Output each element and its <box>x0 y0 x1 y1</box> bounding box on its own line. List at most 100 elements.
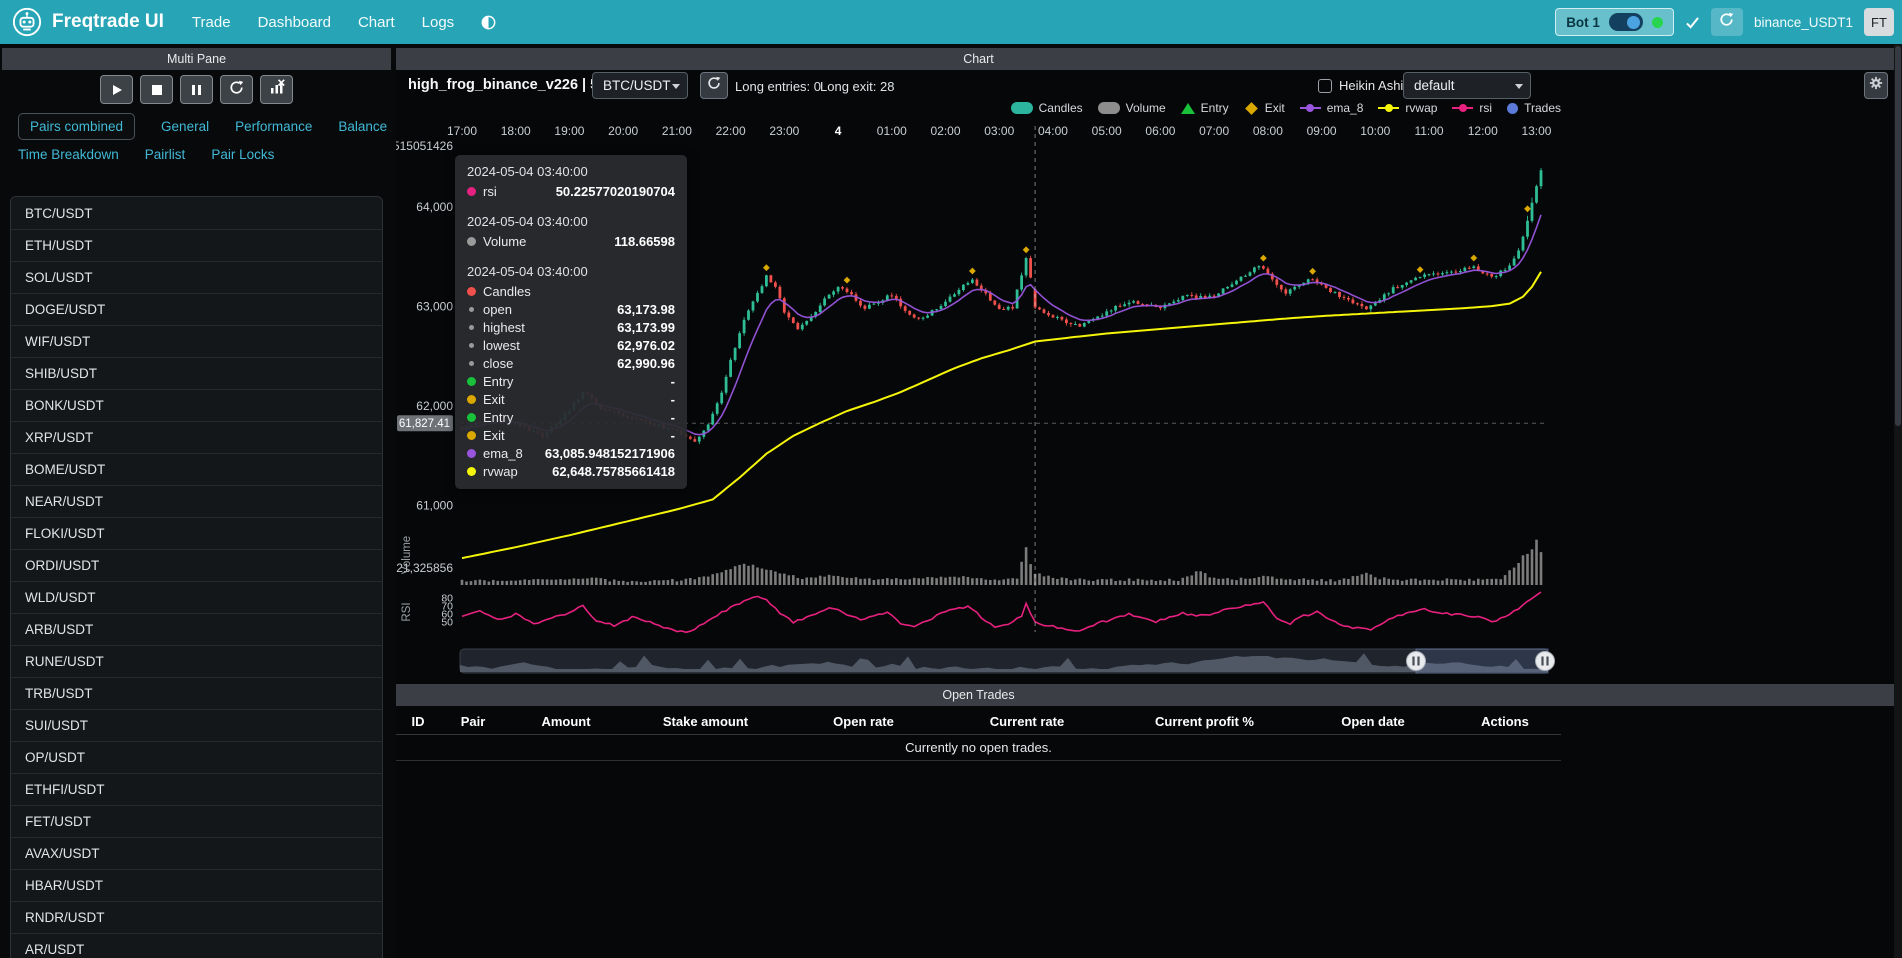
pair-list-item[interactable]: ETHFI/USDT <box>11 773 382 805</box>
tab-general[interactable]: General <box>161 119 210 134</box>
legend-item-trades[interactable]: Trades <box>1507 101 1561 115</box>
heikin-ashi-checkbox[interactable] <box>1318 78 1332 93</box>
volume-bar <box>886 578 889 585</box>
pair-list-item[interactable]: DOGE/USDT <box>11 293 382 325</box>
volume-bar <box>957 577 961 585</box>
candle-body <box>1002 309 1006 310</box>
volume-bar <box>1208 577 1211 585</box>
pair-list-item[interactable]: FET/USDT <box>11 805 382 837</box>
volume-axis-tick-label: 21,325856 <box>396 561 453 575</box>
volume-bar <box>1065 578 1068 585</box>
volume-bar <box>1221 578 1225 585</box>
user-avatar[interactable]: FT <box>1864 8 1894 36</box>
pair-list-item[interactable]: BTC/USDT <box>11 197 382 229</box>
reload-config-button[interactable] <box>220 75 253 104</box>
volume-bar <box>617 580 620 585</box>
bot-selector[interactable]: Bot 1 <box>1555 8 1674 36</box>
volume-bar <box>854 577 858 585</box>
pair-list-item[interactable]: HBAR/USDT <box>11 869 382 901</box>
pair-list-item[interactable]: RNDR/USDT <box>11 901 382 933</box>
legend-item-rsi[interactable]: rsi <box>1452 101 1492 115</box>
rsi-legend-icon <box>1452 104 1474 112</box>
legend-item-volume[interactable]: Volume <box>1097 101 1166 115</box>
pair-list-item[interactable]: WIF/USDT <box>11 325 382 357</box>
candle-body <box>1042 309 1046 313</box>
candle-body <box>1427 274 1431 276</box>
volume-bar <box>912 577 916 585</box>
volume-bar <box>742 563 746 585</box>
nav-link-trade[interactable]: Trade <box>191 13 231 31</box>
pair-list-item[interactable]: AR/USDT <box>11 933 382 958</box>
candle-body <box>1369 305 1373 310</box>
tab-pairs-combined[interactable]: Pairs combined <box>18 113 136 140</box>
pair-list-item[interactable]: ETH/USDT <box>11 229 382 261</box>
pair-list-item[interactable]: BONK/USDT <box>11 389 382 421</box>
tab-pairlist[interactable]: Pairlist <box>144 147 186 162</box>
page-scrollbar[interactable] <box>1894 44 1902 958</box>
pair-list-item[interactable]: TRB/USDT <box>11 677 382 709</box>
theme-toggle-icon[interactable] <box>481 15 496 30</box>
nav-link-dashboard[interactable]: Dashboard <box>257 13 331 31</box>
candle-body <box>1203 296 1207 298</box>
tab-performance[interactable]: Performance <box>235 119 313 134</box>
pair-list-item[interactable]: RUNE/USDT <box>11 645 382 677</box>
volume-bar <box>1369 574 1373 585</box>
pair-list-item[interactable]: NEAR/USDT <box>11 485 382 517</box>
pair-list-item[interactable]: ARB/USDT <box>11 613 382 645</box>
chart-settings-button[interactable] <box>1864 72 1888 99</box>
pair-list-item[interactable]: ORDI/USDT <box>11 549 382 581</box>
candle-body <box>1467 267 1471 269</box>
datazoom-handle[interactable] <box>1535 651 1555 671</box>
candle-body <box>782 298 786 313</box>
volume-bar <box>1109 578 1113 585</box>
plot-config-select[interactable]: default <box>1403 72 1531 99</box>
column-header-actions: Actions <box>1449 710 1561 735</box>
price-chart[interactable]: 61,827.41 17:00 18:00 19:00 20:00 21:00 22:00 2… <box>396 118 1894 678</box>
column-header-open-date: Open date <box>1297 710 1449 735</box>
pair-list-item[interactable]: SHIB/USDT <box>11 357 382 389</box>
legend-item-exit[interactable]: Exit <box>1244 101 1285 115</box>
datazoom-handle[interactable] <box>1406 651 1426 671</box>
bot-toggle[interactable] <box>1608 13 1643 31</box>
clear-chart-button[interactable] <box>260 75 293 104</box>
candle-body <box>1494 276 1498 278</box>
pause-bot-button[interactable] <box>180 75 213 104</box>
candle-body <box>1382 294 1386 300</box>
legend-item-ema_8[interactable]: ema_8 <box>1299 101 1363 115</box>
refresh-chart-button[interactable] <box>700 72 728 99</box>
tooltip-series-label: rsi <box>483 183 497 199</box>
pair-list-item[interactable]: AVAX/USDT <box>11 837 382 869</box>
volume-bar <box>496 580 500 585</box>
nav-link-chart[interactable]: Chart <box>357 13 395 31</box>
volume-bar <box>599 578 603 585</box>
candle-body <box>1024 258 1028 276</box>
tab-time-breakdown[interactable]: Time Breakdown <box>18 147 119 162</box>
x-axis-tick-label: 4 <box>835 124 842 138</box>
candle-body <box>868 304 871 309</box>
volume-bar <box>1087 580 1091 585</box>
pair-list-item[interactable]: OP/USDT <box>11 741 382 773</box>
legend-item-candles[interactable]: Candles <box>1010 101 1083 115</box>
scrollbar-thumb[interactable] <box>1895 46 1901 426</box>
tab-balance[interactable]: Balance <box>338 119 388 134</box>
nav-link-logs[interactable]: Logs <box>421 13 455 31</box>
candle-body <box>1199 296 1203 299</box>
datazoom-window <box>1415 648 1549 674</box>
start-bot-button[interactable] <box>100 75 133 104</box>
stop-bot-button[interactable] <box>140 75 173 104</box>
pair-list-item[interactable]: WLD/USDT <box>11 581 382 613</box>
legend-item-entry[interactable]: Entry <box>1180 101 1229 115</box>
tab-pair-locks[interactable]: Pair Locks <box>211 147 275 162</box>
reload-bot-button[interactable] <box>1710 8 1743 36</box>
tooltip-series-label: Exit <box>483 427 505 443</box>
pair-select[interactable]: BTC/USDT <box>592 72 688 99</box>
pair-list-item[interactable]: FLOKI/USDT <box>11 517 382 549</box>
pair-list-item[interactable]: SUI/USDT <box>11 709 382 741</box>
x-axis-tick-label: 04:00 <box>1038 124 1068 138</box>
pair-list-item[interactable]: BOME/USDT <box>11 453 382 485</box>
pair-list-item[interactable]: XRP/USDT <box>11 421 382 453</box>
candle-body <box>1230 284 1234 287</box>
candle-body <box>738 333 741 349</box>
pair-list-item[interactable]: SOL/USDT <box>11 261 382 293</box>
legend-item-rvwap[interactable]: rvwap <box>1378 101 1437 115</box>
